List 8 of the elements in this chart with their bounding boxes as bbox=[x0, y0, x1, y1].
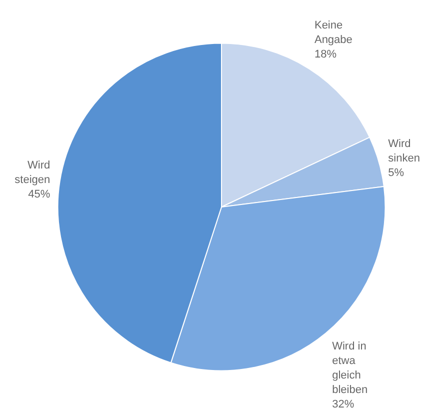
slice-label: Wird sinken bbox=[388, 138, 420, 165]
data-label: 32% bbox=[332, 398, 354, 410]
data-label: 18% bbox=[314, 48, 337, 60]
slice-label: Wird in etwa gleich bleiben bbox=[332, 340, 368, 396]
slice-label: Keine Angabe bbox=[314, 20, 352, 46]
slice-label: Wird steigen bbox=[14, 159, 50, 186]
data-label: 5% bbox=[388, 166, 404, 179]
data-label: 45% bbox=[28, 188, 50, 200]
